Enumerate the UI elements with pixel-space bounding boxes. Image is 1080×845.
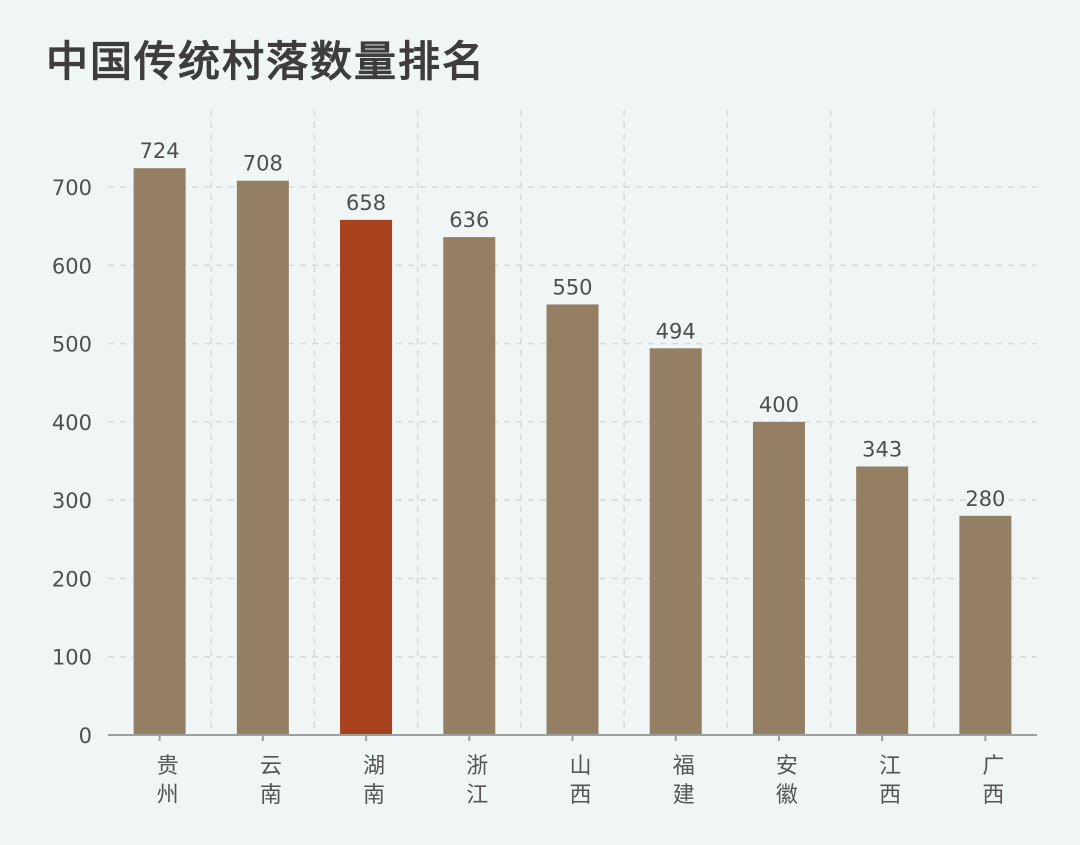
bar-value-label: 724 <box>140 139 180 163</box>
bar-福建 <box>649 348 702 735</box>
y-tick-label: 100 <box>52 646 92 670</box>
y-tick-label: 400 <box>52 411 92 435</box>
bar-value-label: 708 <box>243 152 283 176</box>
y-tick-label: 200 <box>52 567 92 591</box>
y-axis: 0 100 200 300 400 500 600 700 <box>52 176 92 748</box>
bar-浙江 <box>443 237 496 736</box>
bar-湖南 <box>340 219 393 735</box>
y-tick-label: 0 <box>79 724 92 748</box>
x-category-label: 山西 <box>569 754 591 808</box>
bar-value-label: 343 <box>862 437 902 461</box>
x-category-label: 安徽 <box>776 754 798 808</box>
bar-value-label: 280 <box>965 487 1005 511</box>
y-tick-label: 600 <box>52 254 92 278</box>
x-category-label: 广西 <box>982 754 1004 808</box>
y-tick-label: 300 <box>52 489 92 513</box>
bar-value-label: 658 <box>346 191 386 215</box>
grid-lines <box>108 110 1037 735</box>
bar-山西 <box>546 304 599 735</box>
x-category-label: 福建 <box>673 754 695 808</box>
y-tick-label: 700 <box>52 176 92 200</box>
bar-value-label: 400 <box>759 393 799 417</box>
x-category-label: 湖南 <box>363 754 385 808</box>
x-category-label: 浙江 <box>466 754 488 808</box>
x-axis: 贵州 云南 湖南 浙江 山西 福建 安徽 江西 广西 <box>108 734 1037 808</box>
x-category-label: 云南 <box>260 754 282 808</box>
bar-云南 <box>236 180 289 736</box>
x-category-label: 贵州 <box>157 754 179 808</box>
bar-贵州 <box>133 168 186 735</box>
bar-value-label: 636 <box>449 208 489 232</box>
bar-江西 <box>856 466 909 735</box>
bar-value-label: 494 <box>656 319 696 343</box>
bar-value-label: 550 <box>552 275 592 299</box>
bar-广西 <box>959 515 1012 735</box>
chart-title: 中国传统村落数量排名 <box>46 37 487 86</box>
bar-安徽 <box>752 421 805 735</box>
x-category-label: 江西 <box>879 754 901 808</box>
y-tick-label: 500 <box>52 333 92 357</box>
bars: 724 708 658 636 550 494 400 343 280 <box>133 139 1012 736</box>
